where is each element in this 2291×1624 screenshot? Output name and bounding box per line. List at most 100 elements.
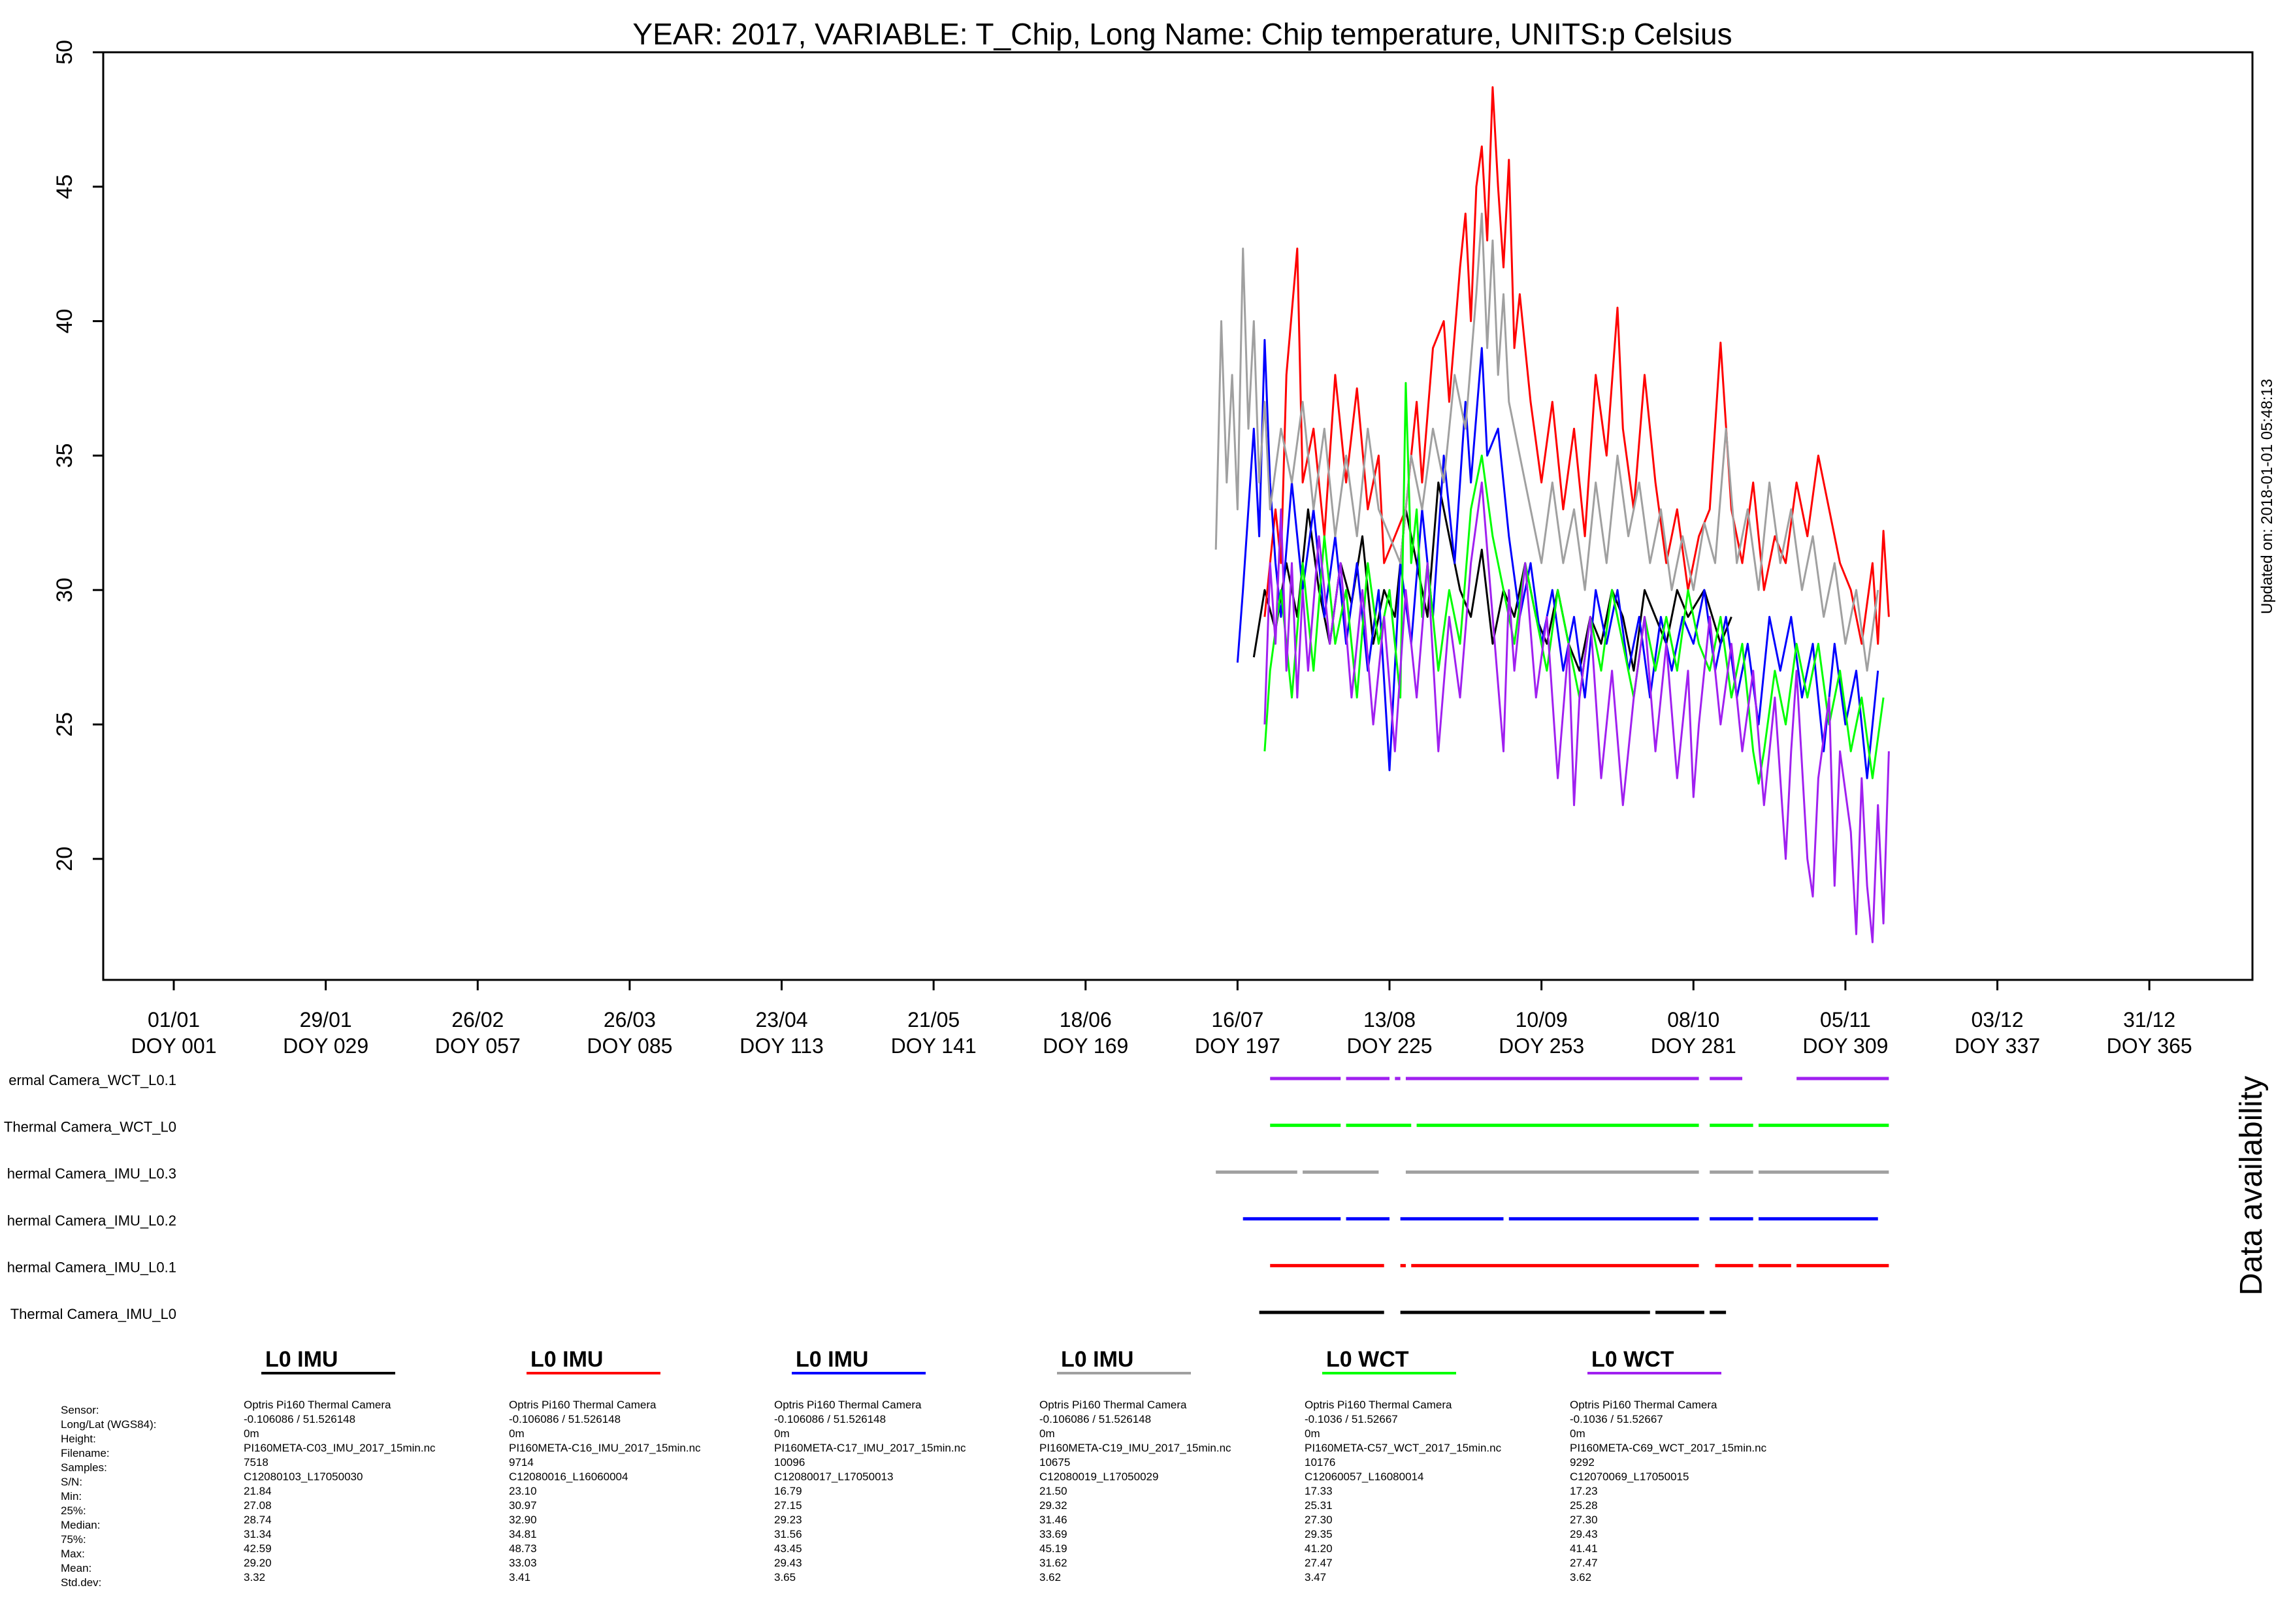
stats-label: Median:	[61, 1519, 101, 1531]
x-tick-label: DOY 113	[739, 1034, 824, 1058]
availability-row-label: ermal Camera_WCT_L0.1	[8, 1072, 176, 1088]
x-tick-date: 31/12	[2123, 1008, 2175, 1031]
legend: L0 IMU L0 IMU L0 IMU L0 IMU L0 WCT L0 WCT	[261, 1347, 1721, 1374]
x-tick-label: DOY 141	[891, 1034, 977, 1058]
x-tick-label: DOY 085	[587, 1034, 672, 1058]
stats-column: Optris Pi160 Thermal Camera -0.106086 / 5…	[1039, 1398, 1231, 1585]
x-tick-date: 26/03	[604, 1008, 656, 1031]
stats-label: Std.dev:	[61, 1576, 102, 1589]
stats-value: 30.97	[509, 1499, 537, 1512]
stats-value: 21.84	[244, 1485, 272, 1497]
stats-value: 9714	[509, 1456, 534, 1469]
stats-column: Optris Pi160 Thermal Camera -0.1036 / 51.…	[1570, 1398, 1766, 1585]
stats-label-column: Sensor: Long/Lat (WGS84): Height: Filename:…	[61, 1403, 156, 1590]
stats-value: 27.47	[1305, 1557, 1333, 1569]
stats-value: 10176	[1305, 1456, 1336, 1469]
stats-value: 21.50	[1039, 1485, 1067, 1497]
availability-row-label: hermal Camera_IMU_L0.1	[7, 1259, 176, 1275]
stats-value: 0m	[1305, 1427, 1320, 1440]
series-line-3	[1236, 338, 1879, 779]
stats-value: C12080019_L17050029	[1039, 1470, 1159, 1483]
x-tick-label: DOY 253	[1499, 1034, 1584, 1058]
stats-value: Optris Pi160 Thermal Camera	[1039, 1399, 1187, 1411]
stats-value: -0.106086 / 51.526148	[774, 1413, 886, 1425]
x-tick-label: DOY 365	[2107, 1034, 2192, 1058]
stats-value: 3.62	[1570, 1571, 1592, 1583]
x-tick-label: DOY 001	[131, 1034, 216, 1058]
legend-title: L0 IMU	[796, 1347, 868, 1372]
x-tick-label: DOY 169	[1043, 1034, 1128, 1058]
stats-value: -0.106086 / 51.526148	[1039, 1413, 1152, 1425]
stats-value: 0m	[244, 1427, 259, 1440]
x-tick-date: 23/04	[755, 1008, 807, 1031]
legend-title: L0 WCT	[1591, 1347, 1674, 1372]
y-tick-label: 45	[52, 174, 77, 199]
stats-value: 17.23	[1570, 1485, 1598, 1497]
stats-value: -0.106086 / 51.526148	[244, 1413, 356, 1425]
x-tick-label: DOY 225	[1346, 1034, 1432, 1058]
stats-value: 3.41	[509, 1571, 531, 1583]
stats-column: Optris Pi160 Thermal Camera -0.1036 / 51.…	[1305, 1398, 1501, 1585]
stats-value: Optris Pi160 Thermal Camera	[244, 1399, 391, 1411]
stats-label: Height:	[61, 1433, 96, 1445]
stats-value: 10096	[774, 1456, 805, 1469]
stats-value: -0.106086 / 51.526148	[509, 1413, 621, 1425]
stats-value: 3.47	[1305, 1571, 1327, 1583]
x-tick-date: 21/05	[907, 1008, 960, 1031]
legend-title: L0 IMU	[530, 1347, 603, 1372]
stats-value: 3.32	[244, 1571, 266, 1583]
stats-value: Optris Pi160 Thermal Camera	[1305, 1399, 1452, 1411]
stats-value: 27.30	[1570, 1514, 1598, 1526]
stats-value: 29.32	[1039, 1499, 1067, 1512]
stats-value: 33.69	[1039, 1528, 1067, 1540]
stats-value: 28.74	[244, 1514, 272, 1526]
x-tick-label: DOY 197	[1195, 1034, 1280, 1058]
stats-value: PI160META-C03_IMU_2017_15min.nc	[244, 1442, 436, 1454]
stats-value: 27.47	[1570, 1557, 1598, 1569]
stats-column: Optris Pi160 Thermal Camera -0.106086 / 5…	[509, 1398, 701, 1585]
stats-value: C12080017_L17050013	[774, 1470, 894, 1483]
stats-value: 29.35	[1305, 1528, 1333, 1540]
stats-label: 75%:	[61, 1533, 86, 1546]
y-tick-label: 35	[52, 443, 77, 468]
stats-value: PI160META-C69_WCT_2017_15min.nc	[1570, 1442, 1767, 1454]
stats-value: 0m	[1570, 1427, 1585, 1440]
stats-value: 29.23	[774, 1514, 802, 1526]
stats-value: C12070069_L17050015	[1570, 1470, 1689, 1483]
stats-value: 25.31	[1305, 1499, 1333, 1512]
stats-value: 41.20	[1305, 1542, 1333, 1555]
x-tick-date: 05/11	[1820, 1008, 1871, 1031]
stats-value: 16.79	[774, 1485, 802, 1497]
stats-value: 45.19	[1039, 1542, 1067, 1555]
y-tick-label: 50	[52, 40, 77, 65]
stats-value: PI160META-C17_IMU_2017_15min.nc	[774, 1442, 966, 1454]
availability-row-label: hermal Camera_IMU_L0.2	[7, 1212, 176, 1229]
stats-column: Optris Pi160 Thermal Camera -0.106086 / 5…	[244, 1398, 436, 1585]
legend-title: L0 IMU	[265, 1347, 338, 1372]
stats-value: 23.10	[509, 1485, 537, 1497]
stats-value: -0.1036 / 51.52667	[1305, 1413, 1398, 1425]
availability-axis-label: Data availability	[2234, 1076, 2269, 1295]
legend-title: L0 WCT	[1326, 1347, 1409, 1372]
series-layer	[1214, 86, 1890, 943]
x-tick-date: 08/10	[1667, 1008, 1719, 1031]
stats-value: 43.45	[774, 1542, 802, 1555]
x-tick-date: 01/01	[148, 1008, 200, 1031]
y-tick-label: 20	[52, 847, 77, 871]
stats-value: 7518	[244, 1456, 268, 1469]
x-tick-label: DOY 281	[1651, 1034, 1736, 1058]
x-tick-label: DOY 309	[1802, 1034, 1888, 1058]
stats-value: 31.34	[244, 1528, 272, 1540]
stats-value: 41.41	[1570, 1542, 1598, 1555]
stats-value: 17.33	[1305, 1485, 1333, 1497]
stats-value: 9292	[1570, 1456, 1595, 1469]
stats-value: 0m	[774, 1427, 790, 1440]
x-tick-label: DOY 337	[1955, 1034, 2040, 1058]
stats-value: PI160META-C16_IMU_2017_15min.nc	[509, 1442, 701, 1454]
stats-value: C12080016_L16060004	[509, 1470, 628, 1483]
y-tick-label: 30	[52, 577, 77, 602]
stats-value: PI160META-C57_WCT_2017_15min.nc	[1305, 1442, 1502, 1454]
y-axis: 20 25 30 35 40 45 50	[52, 40, 103, 871]
stats-value: -0.1036 / 51.52667	[1570, 1413, 1663, 1425]
updated-timestamp: Updated on: 2018-01-01 05:48:13	[2258, 379, 2276, 614]
